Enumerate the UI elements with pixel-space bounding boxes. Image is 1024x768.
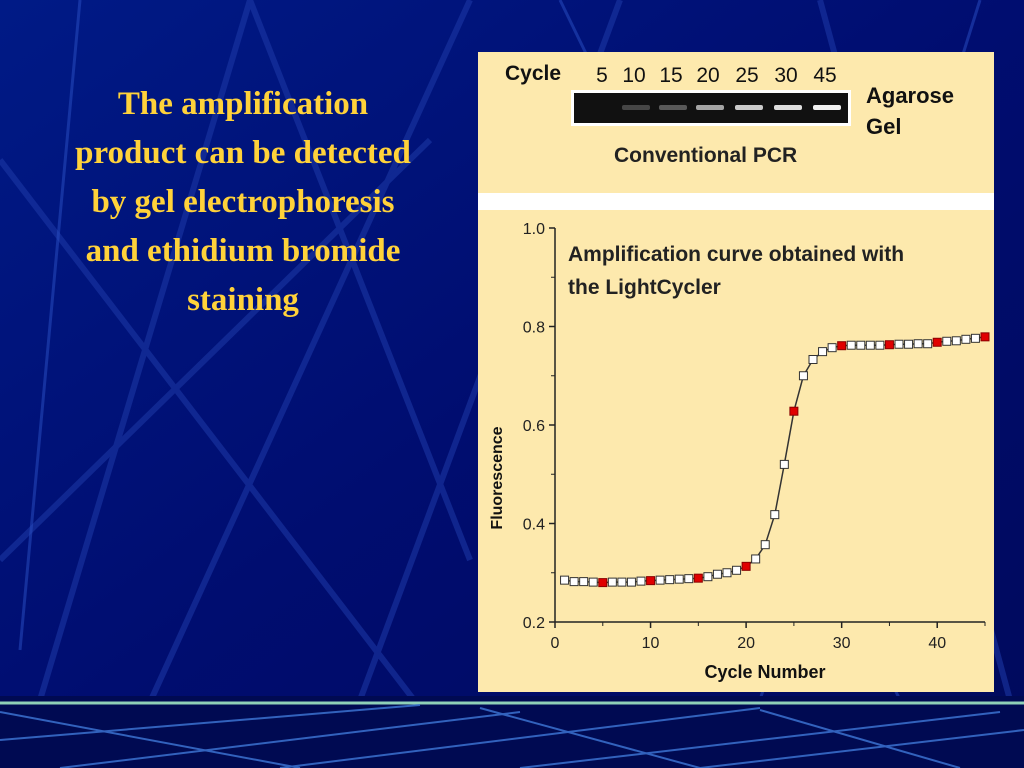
gel-panel: Cycle 5 10 15 20 25 30 45 Agarose Gel Co… — [478, 52, 994, 193]
y-axis-label: Fluorescence — [489, 426, 506, 529]
y-tick-label: 0.6 — [523, 418, 545, 435]
data-point — [674, 574, 684, 584]
y-tick-label: 1.0 — [523, 221, 545, 238]
data-point — [913, 339, 923, 349]
highlighted-data-point — [837, 341, 847, 351]
slide-text-line: product can be detected — [75, 135, 411, 171]
gel-band — [774, 105, 802, 110]
data-point — [607, 577, 617, 587]
data-point — [818, 347, 828, 357]
highlighted-data-point — [693, 573, 703, 583]
gel-cycle-number: 45 — [813, 64, 837, 87]
data-point — [951, 336, 961, 346]
panel-divider — [478, 193, 994, 210]
data-point — [894, 339, 904, 349]
highlighted-data-point — [884, 340, 894, 350]
data-point — [636, 576, 646, 586]
highlighted-data-point — [789, 406, 799, 416]
data-point — [779, 459, 789, 469]
slide-text-line: The amplification — [117, 86, 369, 122]
x-tick-label: 20 — [737, 635, 755, 652]
gel-cycle-number: 5 — [596, 64, 608, 87]
agarose-gel-image — [571, 90, 851, 126]
amplification-chart: 0 10 20 30 40 0.2 0.4 0.6 0.8 1.0 Amplification c… — [489, 221, 990, 682]
gel-band — [659, 105, 687, 110]
data-point — [617, 577, 627, 587]
highlighted-data-point — [646, 576, 656, 586]
data-point — [904, 339, 914, 349]
x-axis-label: Cycle Number — [704, 662, 825, 682]
data-point — [665, 575, 675, 585]
x-tick-label: 30 — [833, 635, 851, 652]
gel-band — [735, 105, 763, 110]
data-point — [655, 575, 665, 585]
highlighted-data-point — [980, 332, 990, 342]
data-point — [846, 340, 856, 350]
data-point — [875, 340, 885, 350]
gel-side-label: Agarose Gel — [866, 80, 986, 142]
gel-side-label-line: Gel — [866, 114, 902, 139]
data-point — [722, 568, 732, 578]
data-point — [808, 354, 818, 364]
data-point — [732, 565, 742, 575]
data-point — [588, 577, 598, 587]
data-point — [751, 554, 761, 564]
series-line — [564, 336, 986, 584]
data-point — [827, 343, 837, 353]
highlighted-data-point — [598, 578, 608, 588]
highlighted-data-point — [932, 337, 942, 347]
gel-side-label-line: Agarose — [866, 83, 955, 108]
data-point — [684, 574, 694, 584]
data-point — [865, 340, 875, 350]
slide-text-line: staining — [187, 282, 299, 318]
data-point — [970, 333, 980, 343]
x-tick-label: 10 — [642, 635, 660, 652]
gel-band — [813, 105, 841, 110]
chart-title-line: the LightCycler — [568, 276, 721, 299]
gel-band — [622, 105, 650, 110]
gel-cycle-number: 15 — [659, 64, 683, 87]
y-tick-label: 0.8 — [523, 320, 545, 337]
gel-cycle-label: Cycle — [505, 62, 562, 85]
gel-cycle-number: 10 — [622, 64, 646, 87]
data-point — [961, 334, 971, 344]
y-tick-label: 0.2 — [523, 615, 545, 632]
slide-text-line: by gel electrophoresis — [91, 184, 395, 220]
gel-cycle-number: 20 — [696, 64, 720, 87]
data-point — [856, 340, 866, 350]
data-point — [560, 575, 570, 585]
data-point — [798, 371, 808, 381]
gel-caption: Conventional PCR — [614, 144, 798, 167]
x-tick-label: 0 — [551, 635, 560, 652]
data-point — [579, 577, 589, 587]
gel-cycle-number: 30 — [774, 64, 798, 87]
data-point — [569, 577, 579, 587]
x-tick-label: 40 — [928, 635, 946, 652]
data-point — [626, 577, 636, 587]
y-tick-label: 0.4 — [523, 517, 545, 534]
slide-body-text: The amplification product can be detecte… — [30, 80, 456, 325]
data-point — [942, 336, 952, 346]
data-point — [770, 510, 780, 520]
data-point — [923, 339, 933, 349]
chart-title-line: Amplification curve obtained with — [568, 243, 904, 266]
gel-band — [696, 105, 724, 110]
gel-cycle-number: 25 — [735, 64, 759, 87]
data-point — [760, 540, 770, 550]
data-point — [703, 572, 713, 582]
slide-text-line: and ethidium bromide — [85, 233, 401, 269]
data-point — [712, 569, 722, 579]
pcr-figure: Cycle 5 10 15 20 25 30 45 Agarose Gel Co… — [478, 52, 994, 692]
highlighted-data-point — [741, 561, 751, 571]
